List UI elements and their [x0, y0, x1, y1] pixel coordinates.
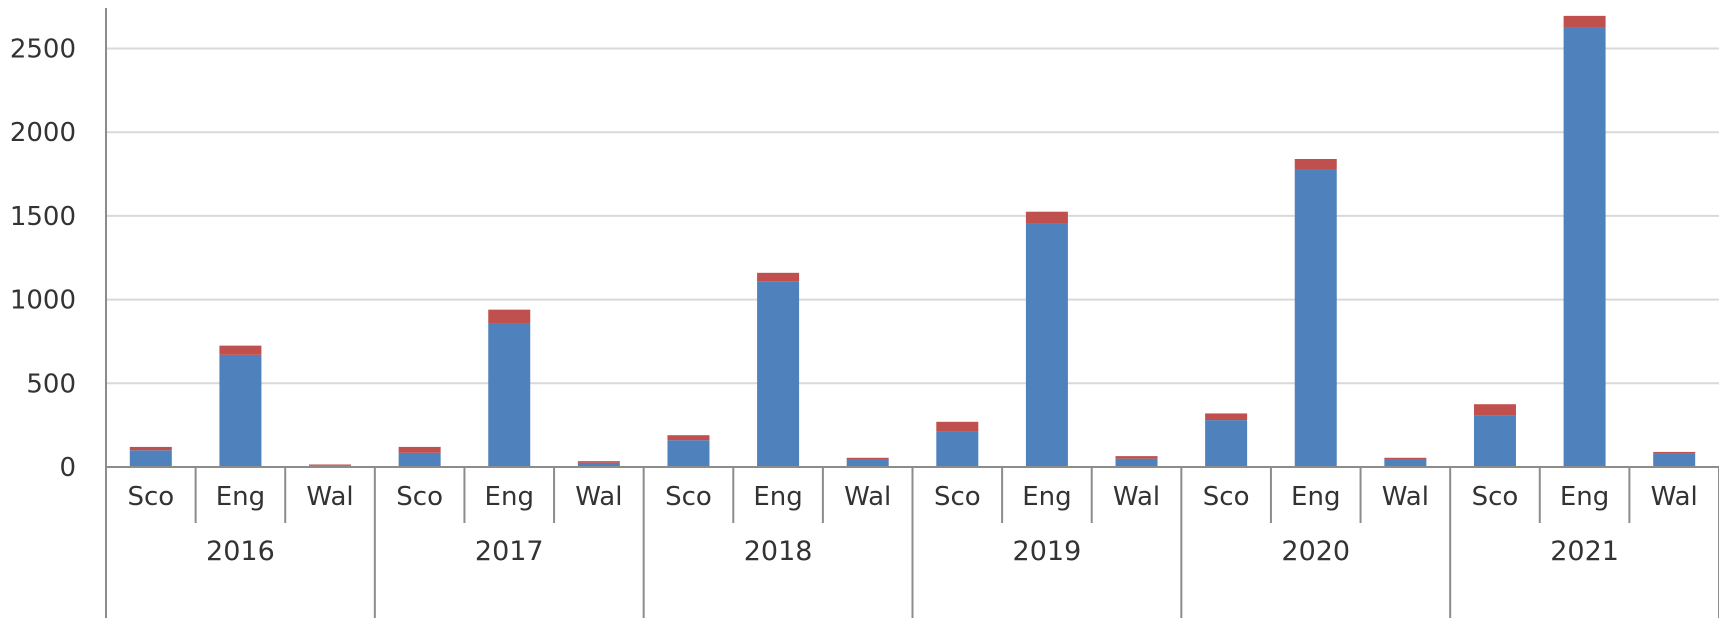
bar-segment [1294, 158, 1337, 170]
x-tick-label: Eng [1291, 482, 1340, 512]
bar-segment [1384, 459, 1427, 467]
x-tick-label: Wal [575, 482, 622, 512]
bar-segment [309, 464, 352, 466]
x-tick-label: Sco [1203, 482, 1250, 512]
bar-segment [1205, 413, 1248, 421]
bar-segment [129, 450, 172, 467]
x-tick-label: Sco [934, 482, 981, 512]
x-tick-label: Wal [844, 482, 891, 512]
x-tick-label: Sco [127, 482, 174, 512]
x-tick-label: Wal [1382, 482, 1429, 512]
bar-segment [1563, 15, 1606, 28]
bar-segment [936, 421, 979, 432]
bar-segment [936, 431, 979, 467]
x-tick-label: Eng [753, 482, 802, 512]
bars [129, 15, 1696, 467]
bar-segment [667, 440, 710, 467]
bar-segment [1294, 169, 1337, 467]
y-tick-label: 1500 [10, 202, 76, 232]
x-tick-label: Wal [1113, 482, 1160, 512]
bar-segment [219, 354, 262, 467]
bar-segment [846, 457, 889, 460]
y-tick-label: 2500 [10, 35, 76, 65]
bar-segment [1473, 415, 1516, 467]
bar-segment [398, 446, 441, 453]
x-tick-label: Wal [1651, 482, 1698, 512]
x-group-label: 2020 [1281, 536, 1350, 567]
bar-segment [1653, 453, 1696, 467]
bar-segment [488, 323, 531, 467]
x-group-label: 2016 [206, 536, 275, 567]
axes [105, 8, 1719, 618]
bar-segment [577, 461, 620, 463]
gridlines [106, 47, 1719, 385]
x-tick-label: Eng [1560, 482, 1609, 512]
bar-segment [1115, 458, 1158, 467]
bar-segment [1205, 420, 1248, 467]
bar-segment [129, 446, 172, 451]
bar-segment [1473, 404, 1516, 416]
y-tick-label: 0 [59, 453, 76, 483]
bar-segment [667, 435, 710, 441]
y-tick-label: 500 [26, 369, 76, 399]
y-tick-label: 1000 [10, 286, 76, 316]
bar-segment [757, 281, 800, 467]
bar-segment [1025, 211, 1068, 224]
x-group-label: 2019 [1013, 536, 1082, 567]
x-tick-label: Sco [1472, 482, 1519, 512]
y-tick-label: 2000 [10, 118, 76, 148]
x-tick-label: Eng [1022, 482, 1071, 512]
x-tick-label: Sco [396, 482, 443, 512]
bar-segment [1115, 456, 1158, 459]
bar-segment [1384, 457, 1427, 460]
x-tick-label: Wal [306, 482, 353, 512]
x-tick-label: Eng [485, 482, 534, 512]
bar-segment [398, 452, 441, 467]
x-tick-label: Sco [665, 482, 712, 512]
bar-segment [1653, 451, 1696, 454]
bar-segment [219, 345, 262, 355]
x-group-label: 2018 [744, 536, 813, 567]
x-tick-label: Eng [216, 482, 265, 512]
bar-segment [757, 272, 800, 282]
bar-segment [1563, 27, 1606, 467]
bar-segment [1025, 223, 1068, 467]
x-group-label: 2021 [1550, 536, 1619, 567]
x-group-label: 2017 [475, 536, 544, 567]
bar-segment [488, 309, 531, 324]
bar-segment [846, 459, 889, 467]
bar-segment [577, 462, 620, 467]
axis-labels: 0 500 1000 1500 2000 2500 Sco Eng Wal Sco Eng Wal Sc… [10, 35, 1698, 568]
